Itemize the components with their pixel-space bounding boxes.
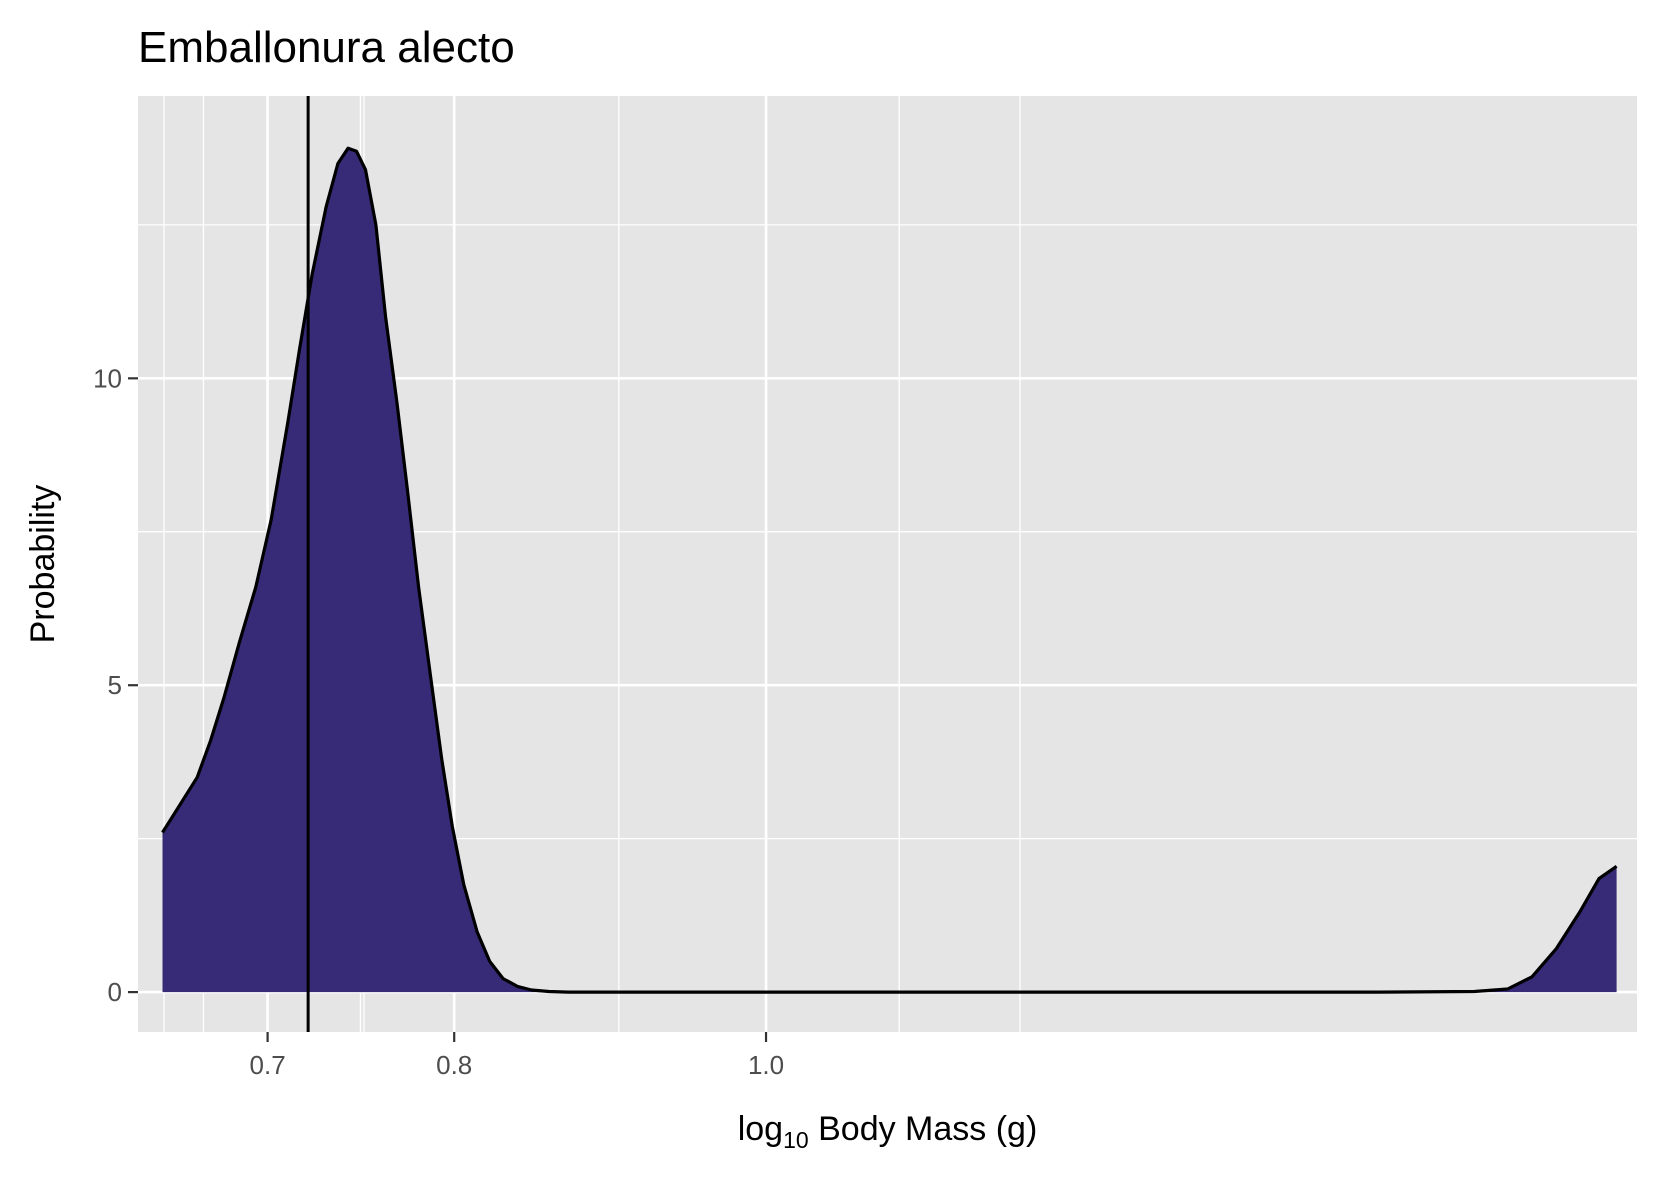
x-tick-label: 1.0 [748, 1050, 784, 1080]
y-tick-label: 0 [108, 977, 122, 1007]
y-axis-label: Probability [24, 485, 62, 644]
x-tick-label: 0.8 [436, 1050, 472, 1080]
x-axis: 0.7 0.8 1.0 [250, 1032, 784, 1080]
x-axis-label-base: log [738, 1110, 783, 1148]
chart-title: Emballonura alecto [138, 23, 515, 72]
x-axis-label-rest: Body Mass (g) [809, 1110, 1038, 1148]
y-tick-label: 5 [108, 670, 122, 700]
x-axis-label-subscript: 10 [783, 1127, 809, 1153]
density-line [161, 146, 1618, 994]
x-axis-label: log10 Body Mass (g) [738, 1110, 1038, 1153]
y-axis: 0 5 10 [93, 363, 138, 1007]
y-tick-label: 10 [93, 363, 122, 393]
x-tick-label: 0.7 [250, 1050, 286, 1080]
